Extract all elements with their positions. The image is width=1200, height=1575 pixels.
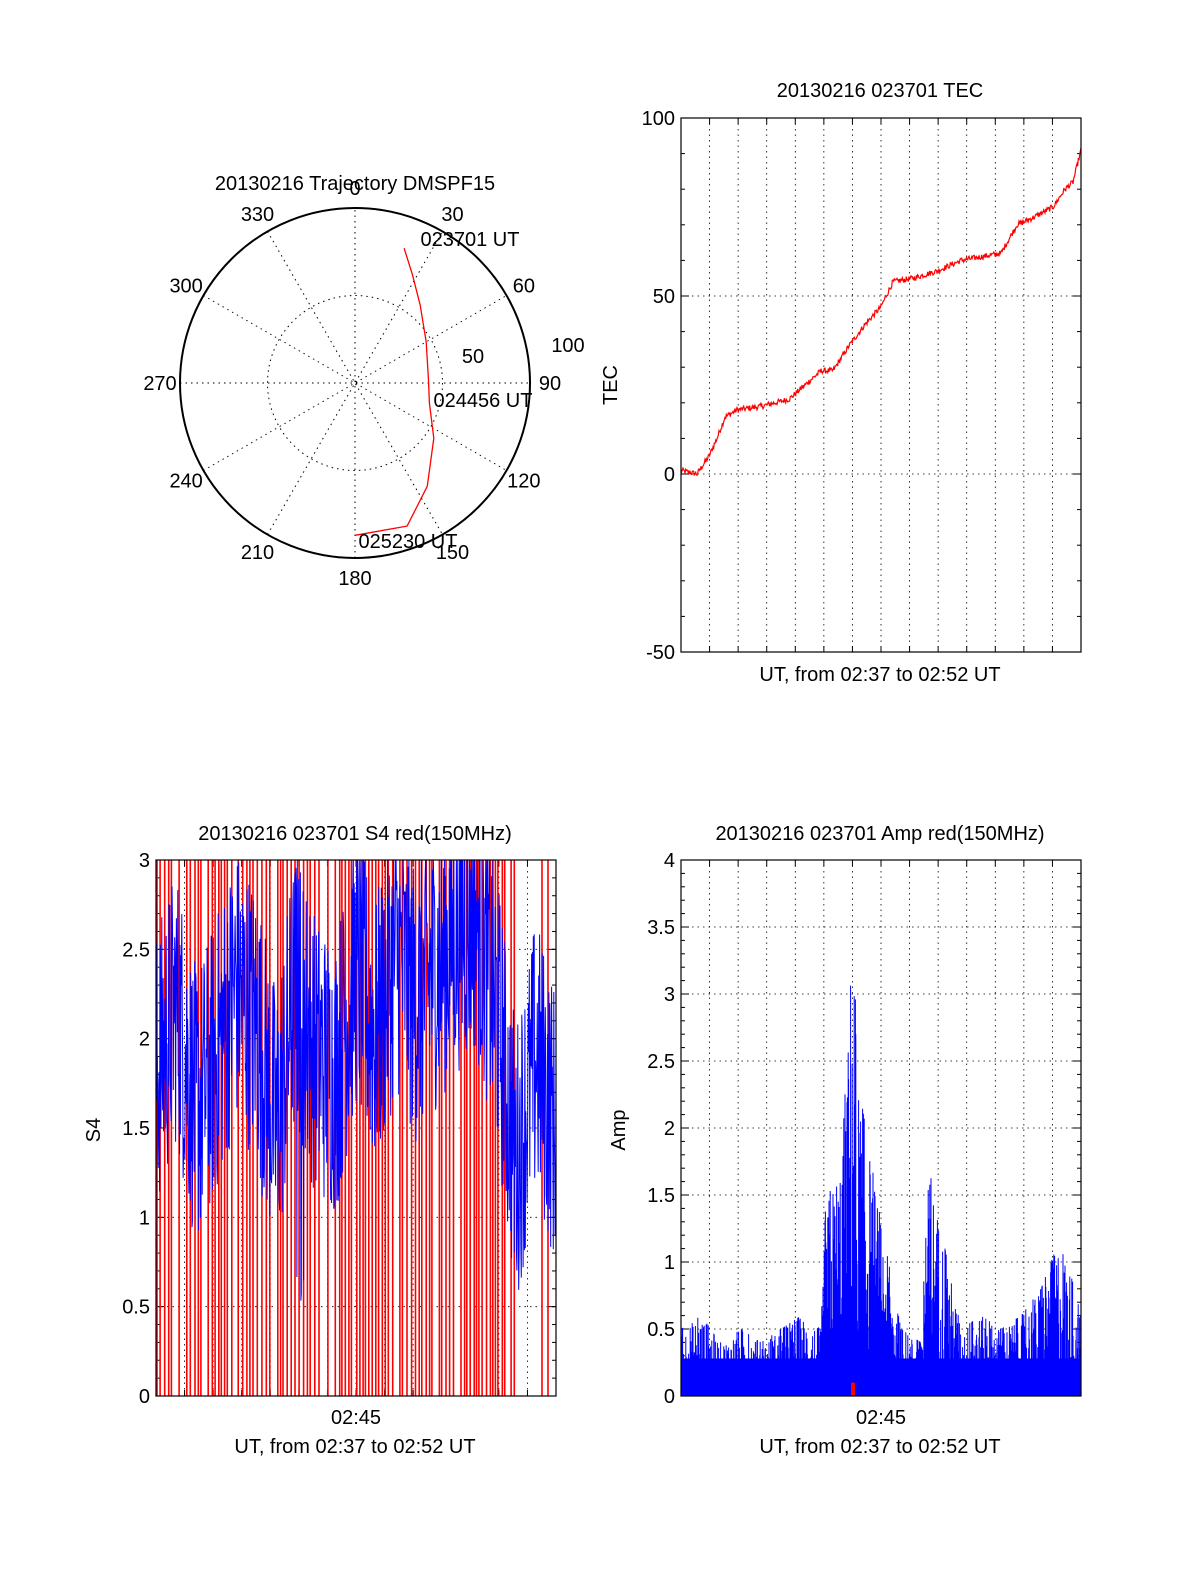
- tec-ylabel: TEC: [600, 365, 622, 405]
- y-tick-label: 2.5: [122, 939, 150, 961]
- annotation-end-time: 025230 UT: [359, 531, 458, 553]
- s4-ylabel: S4: [83, 1118, 105, 1142]
- plot-frame: [680, 117, 1082, 653]
- tec-title: 20130216 023701 TEC: [777, 80, 983, 102]
- polar-trajectory: [354, 248, 435, 536]
- y-tick-label: 3: [664, 984, 675, 1006]
- y-tick-label: 2: [139, 1029, 150, 1051]
- y-tick-label: 1: [664, 1252, 675, 1274]
- plot-area: [681, 147, 1081, 477]
- y-tick-label: 1: [139, 1207, 150, 1229]
- x-tick-label: 02:45: [856, 1407, 906, 1429]
- polar-azimuth-label: 120: [507, 471, 540, 493]
- y-tick-label: 4: [664, 850, 675, 872]
- y-tick-label: 3.5: [647, 917, 675, 939]
- polar-azimuth-label: 300: [169, 276, 202, 298]
- polar-spoke: [267, 231, 443, 535]
- x-tick-label: 02:45: [331, 1407, 381, 1429]
- amp-red-mark: [851, 1382, 855, 1396]
- polar-azimuth-label: 210: [241, 542, 274, 564]
- y-tick-label: 1.5: [122, 1118, 150, 1140]
- s4-title: 20130216 023701 S4 red(150MHz): [198, 823, 512, 845]
- annotation-mid-time: 024456 UT: [434, 390, 533, 412]
- tec-panel: 20130216 023701 TEC TEC UT, from 02:37 t…: [600, 80, 1082, 686]
- polar-panel: 20130216 Trajectory DMSPF15 0 30 60 90 120 15…: [143, 173, 584, 590]
- s4-plot: 3 2.5 2 1.5 1 0.5 0 02:45: [122, 850, 557, 1429]
- plot-frame: [155, 859, 557, 1397]
- polar-inner-circle: [267, 295, 443, 471]
- polar-azimuth-label: 180: [338, 568, 371, 590]
- y-tick-label: 100: [642, 108, 675, 130]
- s4-panel: 20130216 023701 S4 red(150MHz) S4 UT, fr…: [83, 823, 557, 1458]
- y-tick-label: 0: [664, 1386, 675, 1408]
- plot-area: [681, 985, 1081, 1396]
- polar-radial-label: 50: [462, 346, 484, 368]
- y-tick-label: 0: [139, 1386, 150, 1408]
- y-tick-label: 2: [664, 1118, 675, 1140]
- y-tick-label: 2.5: [647, 1051, 675, 1073]
- amp-title: 20130216 023701 Amp red(150MHz): [715, 823, 1044, 845]
- amp-ylabel: Amp: [608, 1109, 630, 1150]
- polar-spoke: [267, 231, 443, 535]
- polar-grid: [179, 207, 531, 559]
- amp-xlabel: UT, from 02:37 to 02:52 UT: [759, 1436, 1000, 1458]
- polar-azimuth-label: 240: [169, 471, 202, 493]
- y-tick-label: 1.5: [647, 1185, 675, 1207]
- polar-spoke: [203, 295, 507, 471]
- polar-azimuth-label: 60: [513, 276, 535, 298]
- tec-series-line: [681, 147, 1081, 477]
- polar-radial-label: 100: [551, 335, 584, 357]
- y-tick-label: 0.5: [122, 1297, 150, 1319]
- tec-xlabel: UT, from 02:37 to 02:52 UT: [759, 664, 1000, 686]
- polar-title: 20130216 Trajectory DMSPF15: [215, 173, 495, 195]
- plot-area: [156, 860, 556, 1396]
- polar-spoke: [203, 295, 507, 471]
- polar-azimuth-label: 150: [436, 542, 469, 564]
- plot-frame: [680, 859, 1082, 1397]
- polar-azimuth-label: 90: [539, 373, 561, 395]
- annotation-start-time: 023701 UT: [421, 229, 520, 251]
- y-tick-label: 50: [653, 286, 675, 308]
- s4-blue-line: [156, 860, 556, 1301]
- polar-annotations: 023701 UT 024456 UT 025230 UT: [359, 229, 533, 553]
- polar-azimuth-label: 330: [241, 204, 274, 226]
- y-tick-label: 3: [139, 850, 150, 872]
- y-tick-label: -50: [646, 642, 675, 664]
- y-tick-label: 0.5: [647, 1319, 675, 1341]
- tec-plot: 100 50 0 -50: [642, 108, 1082, 664]
- amp-blue-spikes: [681, 985, 1081, 1396]
- polar-radial-labels: 50 100: [462, 335, 585, 368]
- trajectory-line: [354, 248, 435, 536]
- polar-azimuth-labels: 0 30 60 90 120 150 180 210 240 270 300 330: [143, 178, 561, 590]
- y-tick-label: 0: [664, 464, 675, 486]
- amp-plot: 4 3.5 3 2.5 2 1.5 1 0.5 0 02:45: [647, 850, 1082, 1429]
- polar-azimuth-label: 270: [143, 373, 176, 395]
- s4-xlabel: UT, from 02:37 to 02:52 UT: [234, 1436, 475, 1458]
- amp-panel: 20130216 023701 Amp red(150MHz) Amp UT, …: [608, 823, 1082, 1458]
- polar-azimuth-label: 0: [349, 178, 360, 200]
- polar-azimuth-label: 30: [441, 204, 463, 226]
